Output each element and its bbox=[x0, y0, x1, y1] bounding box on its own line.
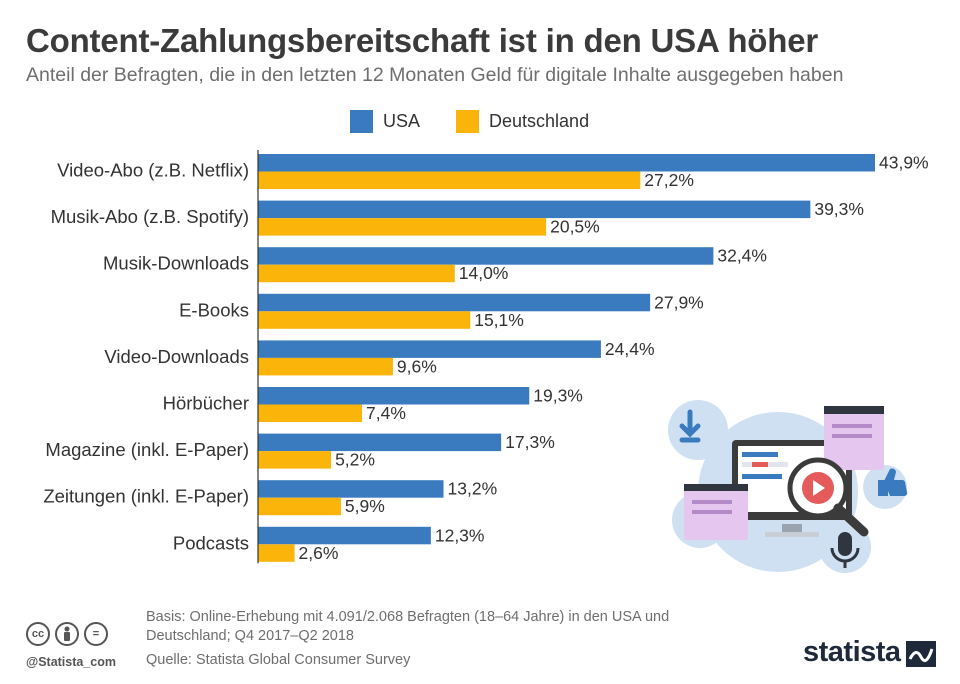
legend-item-de: Deutschland bbox=[456, 110, 589, 133]
legend-label-de: Deutschland bbox=[489, 111, 590, 131]
bar-chart: Video-Abo (z.B. Netflix) 43,9% 27,2% Musik-… bbox=[43, 150, 929, 564]
bar-de bbox=[258, 171, 641, 189]
bar-de bbox=[258, 218, 547, 236]
bar-usa bbox=[258, 200, 811, 219]
chart-title: Content-Zahlungsbereitschaft ist in den … bbox=[26, 22, 819, 59]
statista-handle: @Statista_com bbox=[26, 655, 116, 669]
category-label: E-Books bbox=[179, 299, 249, 320]
data-label-de: 7,4% bbox=[366, 403, 406, 423]
data-label-usa: 43,9% bbox=[879, 153, 929, 173]
bar-de bbox=[258, 357, 393, 376]
bar-de bbox=[258, 264, 455, 283]
bar-de bbox=[258, 497, 341, 516]
digital-content-illustration bbox=[668, 400, 908, 573]
data-label-usa: 12,3% bbox=[435, 525, 485, 545]
bar-usa bbox=[258, 293, 651, 312]
bar-de bbox=[258, 451, 332, 469]
data-label-usa: 13,2% bbox=[448, 479, 498, 499]
statista-logo: statista bbox=[803, 636, 901, 668]
statista-logo-mark-icon bbox=[906, 641, 936, 667]
bar-usa bbox=[258, 340, 601, 358]
data-label-de: 5,2% bbox=[335, 450, 375, 470]
legend-swatch-de bbox=[456, 110, 480, 133]
footer-source: Quelle: Statista Global Consumer Survey bbox=[146, 652, 411, 668]
data-label-usa: 39,3% bbox=[814, 199, 864, 219]
data-label-de: 14,0% bbox=[459, 263, 509, 283]
bar-de bbox=[258, 311, 471, 329]
category-label: Magazine (inkl. E-Paper) bbox=[45, 439, 249, 460]
category-label: Musik-Abo (z.B. Spotify) bbox=[51, 206, 249, 227]
data-label-usa: 19,3% bbox=[533, 386, 583, 406]
bar-usa bbox=[258, 433, 502, 452]
cc-icon: cc bbox=[26, 622, 50, 646]
data-label-usa: 17,3% bbox=[505, 432, 555, 452]
legend-swatch-usa bbox=[350, 110, 373, 133]
category-label: Podcasts bbox=[173, 532, 249, 553]
no-derivatives-icon: = bbox=[84, 622, 108, 646]
category-label: Video-Abo (z.B. Netflix) bbox=[57, 160, 249, 181]
legend-label-usa: USA bbox=[383, 111, 421, 131]
license-icons: cc = bbox=[26, 622, 108, 646]
bar-usa bbox=[258, 526, 431, 545]
legend: USA Deutschland bbox=[350, 110, 625, 133]
category-label: Zeitungen (inkl. E-Paper) bbox=[43, 486, 249, 507]
bar-usa bbox=[258, 387, 530, 405]
data-label-de: 9,6% bbox=[397, 356, 437, 376]
data-label-usa: 27,9% bbox=[654, 292, 704, 312]
data-label-usa: 24,4% bbox=[605, 339, 655, 359]
data-label-usa: 32,4% bbox=[717, 246, 767, 266]
bar-usa bbox=[258, 247, 714, 265]
bar-usa bbox=[258, 154, 875, 172]
data-label-de: 27,2% bbox=[644, 170, 694, 190]
bar-de bbox=[258, 404, 363, 422]
bar-de bbox=[258, 544, 295, 562]
category-label: Video-Downloads bbox=[104, 346, 249, 367]
attribution-icon bbox=[55, 622, 79, 646]
category-label: Hörbücher bbox=[163, 393, 249, 414]
data-label-de: 20,5% bbox=[550, 217, 600, 237]
data-label-de: 15,1% bbox=[474, 310, 524, 330]
bar-usa bbox=[258, 480, 444, 498]
chart-subtitle: Anteil der Befragten, die in den letzten… bbox=[26, 64, 844, 86]
category-label: Musik-Downloads bbox=[103, 253, 249, 274]
data-label-de: 2,6% bbox=[299, 543, 339, 563]
legend-item-usa: USA bbox=[350, 110, 420, 133]
footer-basis: Basis: Online-Erhebung mit 4.091/2.068 B… bbox=[146, 609, 670, 644]
data-label-de: 5,9% bbox=[345, 496, 385, 516]
